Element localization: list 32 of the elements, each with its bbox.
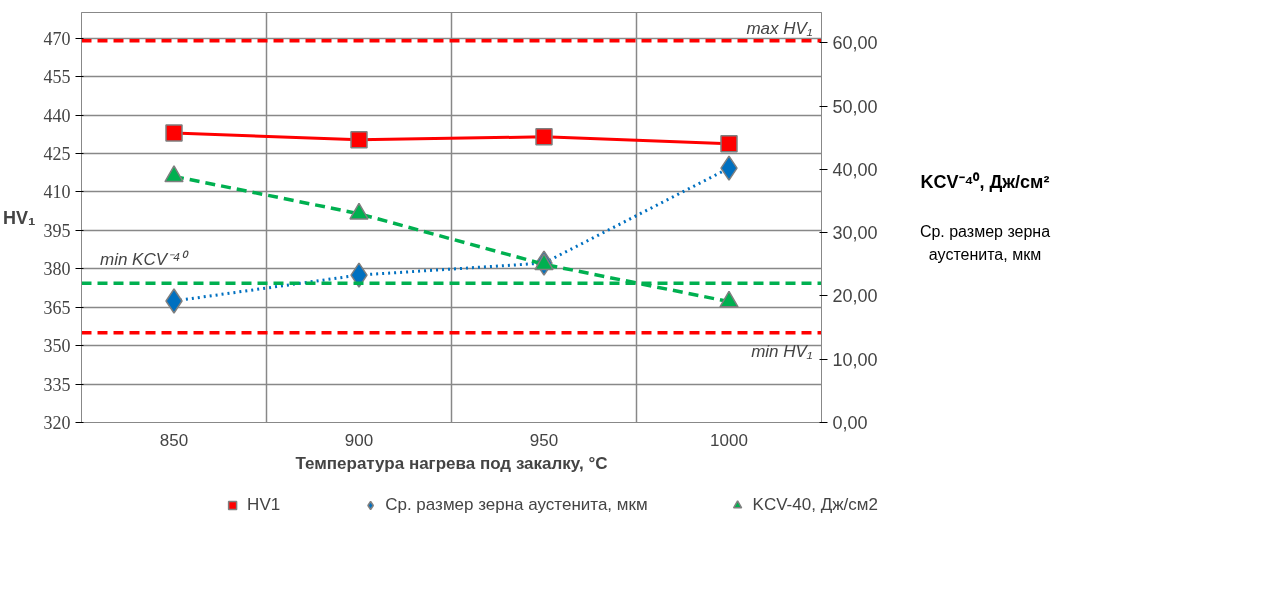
legend-label: HV1 [247,495,281,515]
x-tick-label: 1000 [710,430,748,450]
text: Ср. размер зерна аустенита, мкм [918,221,1052,265]
x-tick-label: 850 [159,430,189,450]
ref-line-label: min HV₁ [751,341,813,361]
legend-label: Ср. размер зерна аустенита, мкм [385,495,648,515]
y-tick-label: 455 [43,67,71,88]
y-axis-title: HV₁ [3,207,36,228]
y-tick-label: 320 [43,413,71,433]
y-tick-label: 410 [43,182,71,203]
y2-tick-label: 60,00 [832,33,878,54]
x-tick-label: 950 [529,430,559,450]
y-tick-label: 350 [43,336,71,357]
legend-label: KCV-40, Дж/см2 [752,495,878,515]
y2-axis-title: KCV⁻⁴⁰, Дж/см² [920,171,1050,194]
y2-tick-label: 10,00 [832,349,878,370]
y2-tick-label: 40,00 [832,159,878,180]
ref-line-label: max HV₁ [746,18,813,38]
y-tick-label: 440 [43,105,71,126]
y-tick-label: 425 [43,143,71,164]
y2-tick-label: 30,00 [832,223,878,244]
y-tick-label: 365 [43,297,71,318]
y-tick-label: 470 [43,28,71,49]
y-tick-label: 380 [43,259,71,280]
y2-tick-label: 50,00 [832,96,878,117]
x-axis-title: Температура нагрева под закалку, °C [295,453,608,473]
y-tick-label: 335 [43,374,71,395]
ref-line-label: min KCV⁻⁴⁰ [100,250,190,270]
y2-tick-label: 20,00 [832,286,878,307]
y2-tick-label: 0,00 [832,413,868,433]
x-tick-label: 900 [344,430,374,450]
y-tick-label: 395 [43,220,71,241]
